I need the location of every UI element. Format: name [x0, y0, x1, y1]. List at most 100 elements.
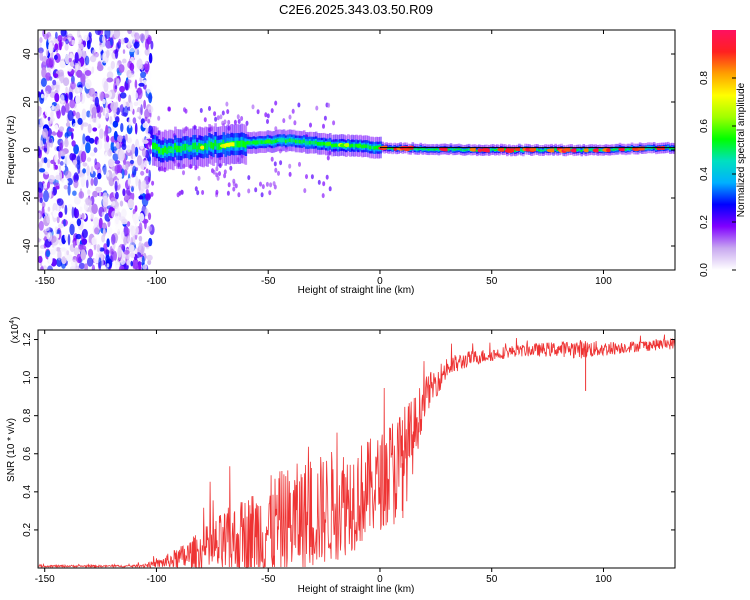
heatmap-cell — [64, 154, 71, 165]
heatmap-cell — [554, 148, 557, 151]
heatmap-cell — [310, 140, 314, 145]
top-x-tick-label: 50 — [486, 276, 498, 287]
heatmap-cell — [96, 64, 104, 72]
heatmap-cell — [65, 122, 71, 128]
heatmap-cell — [496, 148, 499, 151]
heatmap-cell — [38, 262, 41, 269]
heatmap-cell — [310, 174, 314, 180]
heatmap-cell — [314, 140, 318, 145]
heatmap-cell — [303, 188, 307, 194]
heatmap-cell — [143, 63, 149, 70]
heatmap-cell — [64, 43, 69, 51]
heatmap-cell — [215, 189, 219, 195]
heatmap-cell — [232, 186, 236, 192]
bottom-y-tick-label: 1.2 — [22, 332, 33, 346]
top-x-tick-label: 100 — [595, 276, 612, 287]
heatmap-cell — [123, 169, 128, 176]
heatmap-cell — [49, 118, 54, 124]
heatmap-cell — [38, 168, 46, 173]
heatmap-cell — [102, 93, 110, 99]
heatmap-cell — [118, 265, 125, 270]
heatmap-cell — [237, 119, 241, 124]
heatmap-cell — [97, 138, 103, 151]
heatmap-cell — [63, 77, 70, 87]
heatmap-cell — [86, 175, 91, 181]
heatmap-cell — [57, 159, 60, 165]
heatmap-cell — [136, 87, 143, 100]
heatmap-cell — [148, 141, 152, 147]
heatmap-cell — [58, 223, 64, 229]
heatmap-cell — [226, 190, 230, 196]
heatmap-cell — [248, 141, 252, 145]
heatmap-cell — [135, 175, 139, 187]
heatmap-cell — [148, 92, 153, 104]
heatmap-cell — [164, 146, 167, 153]
heatmap-cell — [76, 253, 82, 264]
heatmap-cell — [85, 142, 91, 154]
heatmap-cell — [504, 148, 507, 151]
heatmap-cell — [356, 143, 363, 148]
heatmap-cell — [132, 258, 139, 270]
heatmap-cell — [65, 38, 69, 45]
heatmap-cell — [598, 149, 602, 151]
heatmap-cell — [321, 142, 324, 146]
heatmap-cell — [48, 174, 56, 183]
heatmap-cell — [296, 139, 300, 144]
heatmap-cell — [92, 127, 98, 132]
heatmap-cell — [121, 138, 126, 144]
heatmap-cell — [361, 144, 364, 149]
heatmap-cell — [180, 146, 183, 153]
heatmap-cell — [47, 231, 53, 242]
heatmap-cell — [116, 172, 123, 180]
bottom-y-tick-label: 0.6 — [22, 446, 33, 460]
heatmap-cell — [327, 102, 331, 108]
heatmap-cell — [43, 190, 49, 203]
heatmap-cell — [520, 149, 523, 151]
heatmap-cell — [86, 257, 94, 267]
heatmap-cell — [40, 77, 47, 87]
heatmap-cell — [81, 228, 88, 239]
heatmap-cell — [152, 142, 155, 150]
heatmap-cell — [103, 80, 109, 93]
heatmap-cell — [298, 161, 301, 167]
heatmap-cell — [76, 218, 82, 227]
top-y-tick-label: 20 — [22, 96, 33, 108]
heatmap-cell — [73, 247, 80, 256]
heatmap-cell — [260, 140, 264, 144]
heatmap-cell — [54, 154, 58, 163]
heatmap-cell — [82, 168, 86, 174]
heatmap-cell — [44, 226, 50, 232]
heatmap-cell — [54, 43, 59, 51]
heatmap-cell — [457, 148, 461, 150]
heatmap-cell — [328, 186, 332, 192]
heatmap-cell — [322, 181, 326, 187]
heatmap-cell — [96, 244, 101, 253]
heatmap-cell — [57, 35, 63, 43]
heatmap-cell — [47, 181, 50, 189]
heatmap-cell — [60, 247, 67, 252]
heatmap-cell — [269, 182, 273, 188]
top-x-axis-label: Height of straight line (km) — [298, 285, 415, 296]
heatmap-cell — [63, 179, 69, 185]
heatmap-cell — [115, 141, 120, 149]
heatmap-cell — [107, 158, 115, 168]
heatmap-cell — [119, 200, 124, 207]
heatmap-cell — [148, 155, 152, 166]
heatmap-cell — [245, 120, 249, 126]
heatmap-cell — [55, 247, 61, 252]
heatmap-cell — [61, 105, 66, 116]
heatmap-cell — [146, 254, 153, 261]
heatmap-cell — [134, 146, 139, 157]
heatmap-cell — [106, 188, 112, 194]
top-y-tick-label: -20 — [22, 190, 33, 205]
heatmap-cell — [38, 255, 43, 264]
heatmap-cell — [308, 140, 312, 145]
heatmap-cell — [157, 115, 161, 121]
heatmap-cell — [102, 195, 109, 208]
heatmap-cell — [52, 79, 57, 86]
heatmap-cell — [254, 187, 258, 193]
heatmap-cell — [120, 257, 126, 265]
heatmap-cell — [199, 108, 203, 113]
heatmap-cell — [206, 143, 209, 151]
heatmap-cell — [247, 188, 251, 194]
